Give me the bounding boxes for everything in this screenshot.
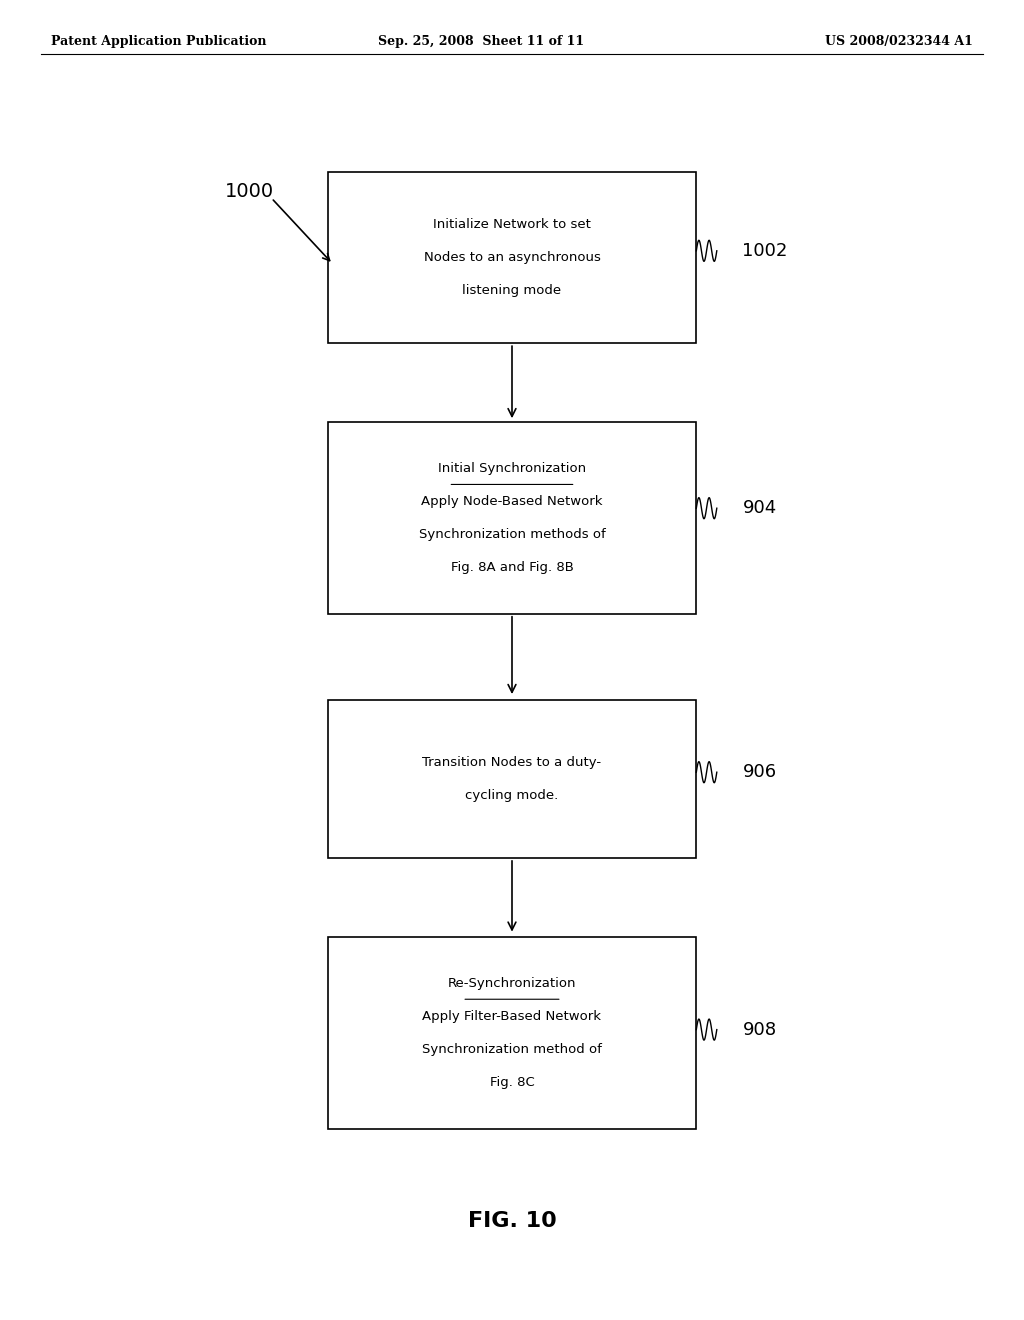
Text: Initial Synchronization: Initial Synchronization [438, 462, 586, 475]
FancyBboxPatch shape [328, 700, 696, 858]
Text: cycling mode.: cycling mode. [465, 789, 559, 801]
FancyBboxPatch shape [328, 172, 696, 343]
Text: 1000: 1000 [225, 182, 274, 201]
Text: US 2008/0232344 A1: US 2008/0232344 A1 [825, 34, 973, 48]
Text: Patent Application Publication: Patent Application Publication [51, 34, 266, 48]
Text: Re-Synchronization: Re-Synchronization [447, 977, 577, 990]
Text: Fig. 8A and Fig. 8B: Fig. 8A and Fig. 8B [451, 561, 573, 574]
Text: Initialize Network to set: Initialize Network to set [433, 218, 591, 231]
Text: 1002: 1002 [742, 242, 787, 260]
Text: 908: 908 [742, 1020, 776, 1039]
Text: Synchronization methods of: Synchronization methods of [419, 528, 605, 541]
Text: 906: 906 [742, 763, 776, 781]
Text: Apply Node-Based Network: Apply Node-Based Network [421, 495, 603, 508]
FancyBboxPatch shape [328, 422, 696, 614]
Text: FIG. 10: FIG. 10 [468, 1210, 556, 1232]
Text: Transition Nodes to a duty-: Transition Nodes to a duty- [423, 756, 601, 768]
Text: listening mode: listening mode [463, 284, 561, 297]
Text: Nodes to an asynchronous: Nodes to an asynchronous [424, 251, 600, 264]
Text: 904: 904 [742, 499, 776, 517]
Text: Apply Filter-Based Network: Apply Filter-Based Network [423, 1010, 601, 1023]
Text: Sep. 25, 2008  Sheet 11 of 11: Sep. 25, 2008 Sheet 11 of 11 [378, 34, 585, 48]
Text: Synchronization method of: Synchronization method of [422, 1043, 602, 1056]
Text: Fig. 8C: Fig. 8C [489, 1076, 535, 1089]
FancyBboxPatch shape [328, 937, 696, 1129]
